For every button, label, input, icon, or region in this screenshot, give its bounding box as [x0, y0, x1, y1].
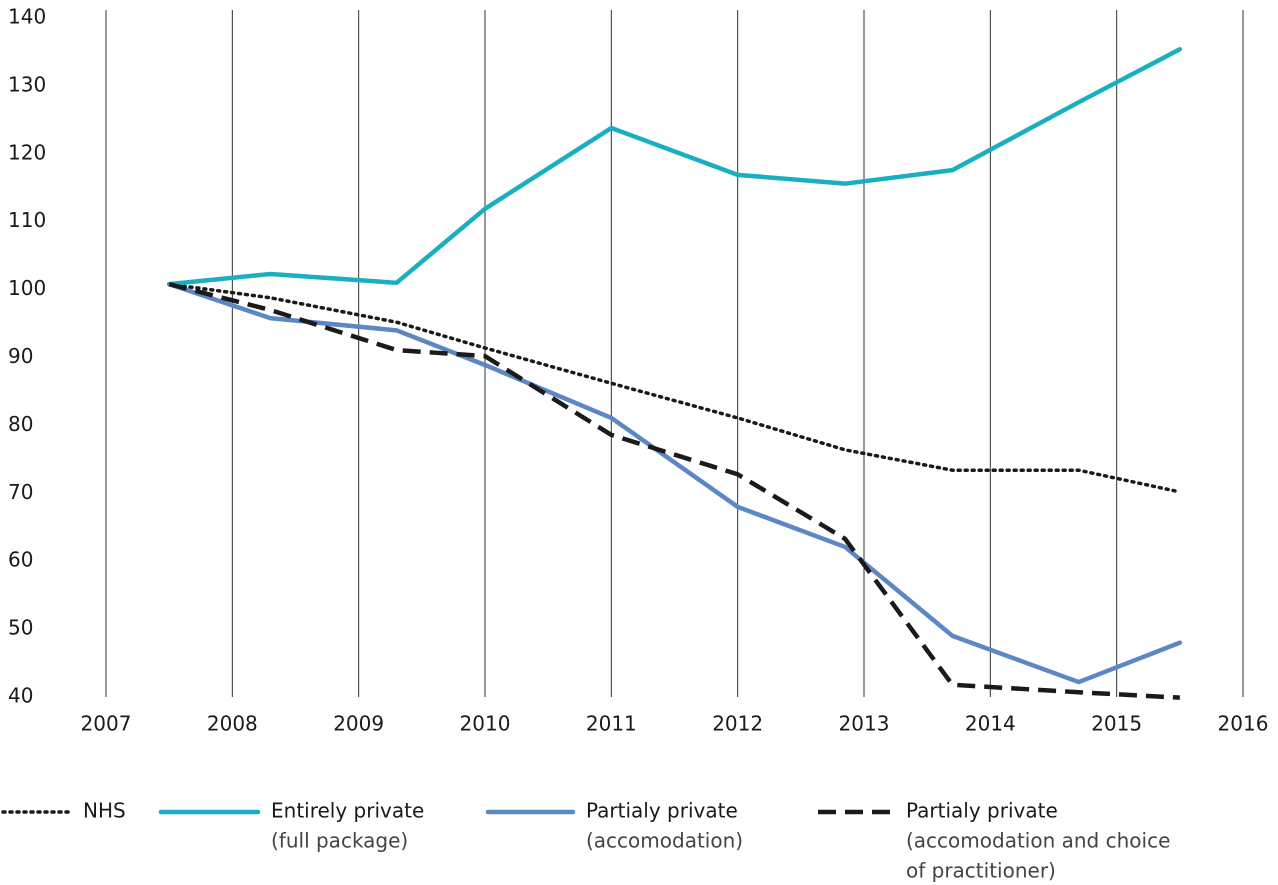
series-line: [167, 282, 1182, 494]
x-tick-label: 2015: [1091, 712, 1142, 736]
y-tick-label: 50: [8, 616, 33, 640]
legend-label: Partialy private: [906, 799, 1058, 823]
y-tick-label: 90: [8, 344, 33, 368]
legend-label: NHS: [83, 799, 126, 823]
x-tick-label: 2012: [712, 712, 763, 736]
y-tick-label: 110: [8, 208, 46, 232]
y-tick-label: 130: [8, 72, 46, 96]
y-tick-label: 40: [8, 684, 33, 708]
x-tick-label: 2009: [333, 712, 384, 736]
x-tick-label: 2014: [965, 712, 1016, 736]
x-tick-label: 2016: [1218, 712, 1269, 736]
y-tick-label: 80: [8, 412, 33, 436]
y-tick-label: 120: [8, 140, 46, 164]
series-line: [168, 281, 1180, 700]
y-tick-label: 140: [8, 5, 46, 29]
y-tick-label: 60: [8, 548, 33, 572]
legend-note: of practitioner): [906, 859, 1056, 883]
x-tick-label: 2013: [839, 712, 890, 736]
legend-label: Partialy private: [586, 799, 738, 823]
legend-note: (accomodation): [586, 829, 743, 853]
x-tick-label: 2010: [460, 712, 511, 736]
x-tick-label: 2007: [81, 712, 132, 736]
legend-label: Entirely private: [271, 799, 424, 823]
y-tick-label: 100: [8, 276, 46, 300]
legend-note: (full package): [271, 829, 408, 853]
legend-note: (accomodation and choice: [906, 829, 1170, 853]
x-tick-label: 2011: [586, 712, 637, 736]
x-tick-label: 2008: [207, 712, 258, 736]
series-line: [166, 281, 1183, 685]
y-tick-label: 70: [8, 480, 33, 504]
series-line: [166, 46, 1183, 287]
